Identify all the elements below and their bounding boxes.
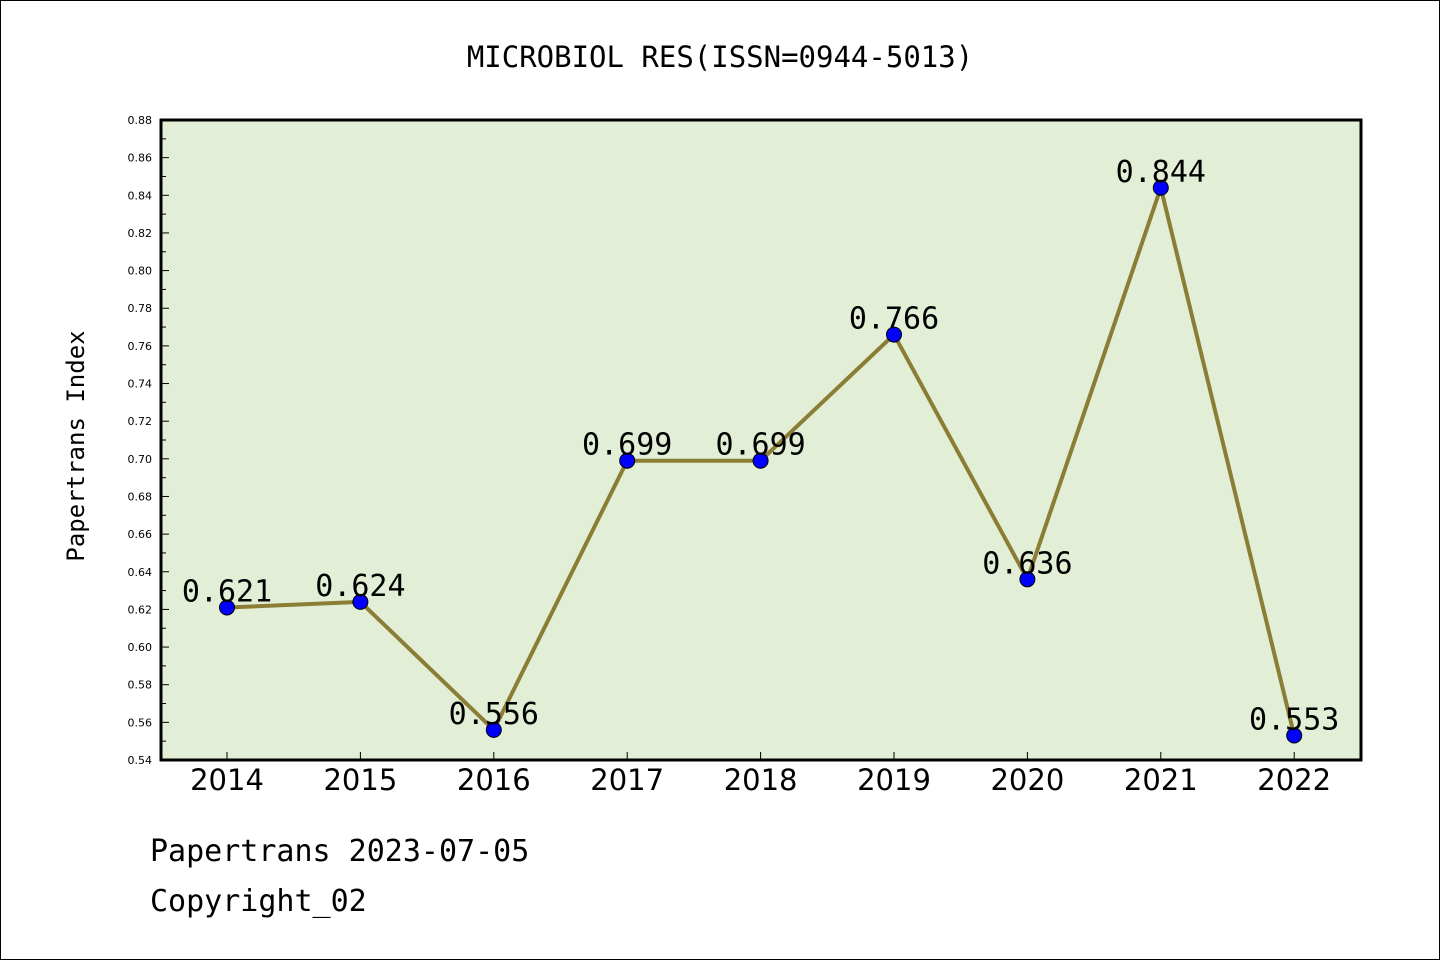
- x-tick-label: 2018: [724, 763, 798, 797]
- y-tick-label: 0.64: [128, 566, 153, 579]
- x-tick-label: 2016: [457, 763, 531, 797]
- y-tick-label: 0.60: [128, 641, 153, 654]
- data-point: [619, 452, 636, 469]
- y-tick-label: 0.82: [128, 227, 153, 240]
- x-axis: 2014 2015 2016 2017 2018 2019 2020 2021 2022: [190, 752, 1331, 797]
- series-markers: [219, 179, 1303, 744]
- data-label: 0.621: [182, 575, 272, 610]
- y-tick-label: 0.88: [128, 114, 153, 127]
- chart-title: MICROBIOL RES(ISSN=0944-5013): [467, 40, 973, 74]
- y-tick-label: 0.86: [128, 152, 153, 165]
- y-tick-label: 0.74: [128, 378, 153, 391]
- x-tick-label: 2017: [590, 763, 664, 797]
- y-axis: 0.54 0.56 0.58 0.60 0.62 0.64 0.66 0.68 0.70 0.72…: [128, 114, 169, 767]
- x-tick-label: 2014: [190, 763, 264, 797]
- x-tick-label: 2022: [1257, 763, 1331, 797]
- x-tick-label: 2019: [857, 763, 931, 797]
- data-point: [485, 721, 502, 738]
- footer-date: Papertrans 2023-07-05: [150, 834, 530, 869]
- data-label: 0.699: [582, 428, 672, 463]
- y-tick-label: 0.68: [128, 490, 153, 503]
- data-label: 0.624: [315, 569, 405, 604]
- y-tick-label: 0.62: [128, 603, 153, 616]
- y-tick-label: 0.56: [128, 716, 153, 729]
- y-tick-label: 0.72: [128, 415, 153, 428]
- y-tick-label: 0.80: [128, 265, 153, 278]
- data-label: 0.553: [1249, 703, 1339, 738]
- data-point: [1286, 727, 1303, 744]
- y-axis-label: Papertrans Index: [62, 330, 90, 561]
- y-tick-label: 0.58: [128, 679, 153, 692]
- data-label: 0.766: [849, 302, 939, 337]
- data-point: [752, 452, 769, 469]
- x-tick-label: 2021: [1124, 763, 1198, 797]
- plot-area: [159, 118, 1363, 762]
- data-labels: 0.621 0.624 0.556 0.699 0.699 0.766 0.636 0.844…: [182, 155, 1340, 738]
- y-tick-label: 0.76: [128, 340, 153, 353]
- y-tick-label: 0.70: [128, 453, 153, 466]
- data-point: [1019, 571, 1036, 588]
- data-point: [352, 593, 369, 610]
- y-tick-label: 0.66: [128, 528, 153, 541]
- data-point: [1152, 179, 1169, 196]
- x-tick-label: 2015: [323, 763, 397, 797]
- x-tick-label: 2020: [990, 763, 1064, 797]
- data-point: [219, 599, 235, 616]
- y-tick-label: 0.84: [128, 189, 153, 202]
- y-tick-label: 0.54: [128, 754, 153, 767]
- data-point: [886, 326, 902, 343]
- data-label: 0.699: [715, 428, 805, 463]
- footer-copyright: Copyright_02: [150, 884, 367, 919]
- data-label: 0.556: [449, 697, 539, 732]
- data-label: 0.636: [982, 546, 1072, 581]
- data-label: 0.844: [1116, 155, 1206, 190]
- y-tick-label: 0.78: [128, 302, 153, 315]
